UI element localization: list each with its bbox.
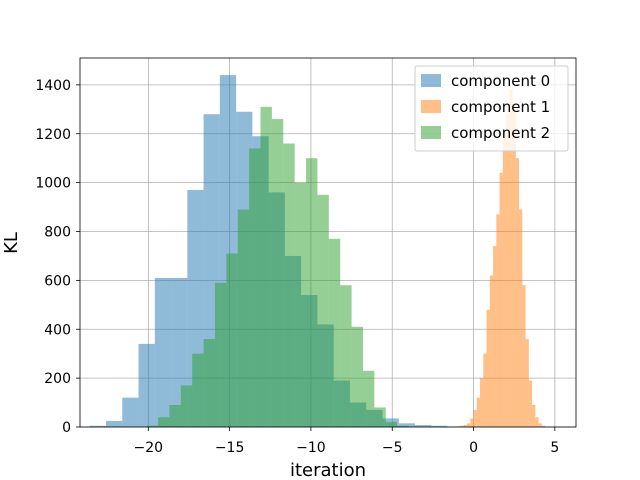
x-tick-label: −15 — [215, 440, 245, 456]
histogram-bar-series-2 — [260, 106, 272, 427]
y-tick-label: 1200 — [35, 127, 71, 143]
histogram-bar-series-0 — [138, 343, 155, 427]
histogram-bar-series-0 — [398, 423, 416, 427]
histogram-bar-series-2 — [283, 143, 295, 428]
histogram-bar-series-2 — [249, 148, 261, 427]
histogram-bar-series-1 — [502, 133, 507, 427]
histogram-bar-series-1 — [522, 285, 526, 427]
histogram-bar-series-2 — [146, 425, 159, 427]
histogram-bar-series-0 — [415, 425, 432, 427]
x-tick-label: 5 — [550, 440, 559, 456]
histogram-bar-series-1 — [519, 209, 523, 427]
histogram-bar-series-1 — [506, 114, 510, 428]
legend-swatch — [421, 126, 441, 139]
histogram-bar-series-1 — [541, 425, 546, 427]
y-axis-label: KL — [1, 232, 22, 254]
histogram-bar-series-1 — [532, 405, 536, 427]
histogram-bar-series-1 — [473, 409, 477, 427]
histogram-bar-series-2 — [362, 370, 375, 427]
histogram-bar-series-2 — [351, 326, 363, 427]
histogram-bar-series-1 — [496, 214, 500, 427]
plot-frame — [79, 57, 577, 428]
histogram-bar-series-0 — [106, 420, 123, 427]
histogram-bar-series-2 — [192, 353, 204, 427]
x-tick-label: −20 — [134, 440, 164, 456]
histogram-bar-series-1 — [525, 339, 529, 427]
histogram-bar-series-2 — [397, 425, 409, 427]
x-axis-label: iteration — [290, 460, 366, 480]
histogram-bar-series-2 — [271, 119, 284, 427]
y-tick-label: 600 — [44, 273, 71, 289]
histogram-bar-series-0 — [431, 425, 448, 427]
histogram-bar-series-1 — [499, 172, 503, 427]
legend-entry-label: component 2 — [451, 124, 550, 142]
histogram-bar-series-2 — [294, 182, 307, 427]
histogram-bar-series-0 — [154, 277, 172, 427]
histogram-bar-series-2 — [306, 158, 318, 427]
histogram-bar-series-1 — [535, 417, 539, 427]
legend-swatch — [421, 100, 441, 113]
histogram-bar-series-2 — [214, 282, 227, 427]
histogram-bar-series-1 — [489, 275, 494, 427]
histogram-bar-series-1 — [460, 425, 464, 427]
histogram-bar-series-2 — [328, 238, 341, 427]
y-tick-label: 1000 — [35, 176, 71, 192]
legend-swatch — [421, 74, 441, 87]
histogram-bar-series-2 — [158, 417, 170, 427]
histogram-bar-series-1 — [476, 397, 481, 427]
histogram-bar-series-1 — [467, 423, 471, 427]
histogram-bar-series-1 — [480, 378, 484, 427]
histogram-bar-series-1 — [483, 353, 487, 427]
histogram-bar-series-1 — [463, 425, 468, 427]
histogram-bar-series-0 — [89, 425, 107, 427]
y-tick-label: 1400 — [35, 78, 71, 94]
x-tick-label: −5 — [382, 440, 403, 456]
histogram-bar-series-1 — [486, 309, 490, 427]
x-tick-label: 0 — [469, 440, 478, 456]
y-tick-label: 200 — [44, 371, 71, 387]
histogram-bar-series-1 — [538, 423, 542, 427]
histogram-bar-series-1 — [470, 418, 474, 427]
histogram-bar-series-2 — [374, 407, 386, 427]
histogram-bar-series-1 — [512, 104, 516, 427]
histogram-bar-series-2 — [226, 253, 238, 427]
histogram-bar-series-2 — [180, 385, 193, 427]
histogram-bar-series-0 — [122, 397, 139, 427]
y-tick-label: 400 — [44, 322, 71, 338]
histogram-bar-series-1 — [509, 89, 513, 427]
legend-frame — [414, 65, 569, 152]
histogram-bar-series-2 — [203, 339, 215, 427]
histogram-bar-series-2 — [317, 194, 329, 427]
legend-entry-label: component 0 — [451, 72, 550, 90]
y-tick-label: 0 — [62, 420, 71, 436]
histogram-bar-series-2 — [169, 405, 181, 427]
legend: component 0 component 1 component 2 — [414, 65, 569, 152]
histogram-bar-series-1 — [493, 246, 497, 427]
histogram-bar-series-1 — [528, 380, 533, 427]
histogram-bar-series-2 — [340, 285, 352, 427]
histogram-bar-series-2 — [385, 422, 398, 427]
histogram-bar-series-1 — [515, 158, 520, 427]
bars-layer — [89, 75, 546, 428]
y-tick-label: 800 — [44, 225, 71, 241]
legend-entry-label: component 1 — [451, 98, 550, 116]
x-tick-label: −10 — [296, 440, 326, 456]
histogram-bar-series-2 — [237, 209, 250, 427]
ticks-layer: −20 −15 −10 −5 0 5 0 200 400 600 800 1000 1200 1400 — [35, 78, 559, 456]
